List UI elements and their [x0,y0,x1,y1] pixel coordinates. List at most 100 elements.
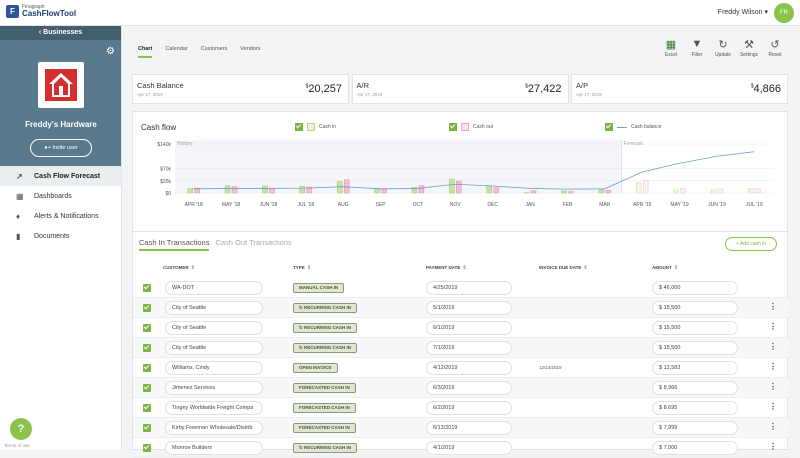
sidebar-item-alerts[interactable]: ♦ Alerts & Notifications [0,206,121,226]
gear-icon[interactable]: ⚙ [106,46,115,57]
tab-customers[interactable]: Customers [201,46,228,58]
settings-label: Settings [740,52,758,58]
cash-out-swatch [461,123,469,131]
settings-button[interactable]: ⚒ Settings [736,38,762,58]
amount-field[interactable]: $ 15,500 [652,301,738,315]
amount-field[interactable]: $ 8,695 [652,401,738,415]
row-checkbox[interactable] [143,364,151,372]
help-button[interactable]: ? [10,418,32,440]
businesses-back-link[interactable]: ‹ Businesses [0,26,121,40]
column-header-amount[interactable]: AMOUNT⇕ [652,265,678,271]
more-options-icon[interactable]: ⋮ [769,382,777,391]
customer-field[interactable]: City of Seattle [165,301,263,315]
cash-in-bar [599,190,604,193]
payment-date-field[interactable]: 6/2/2019 [426,401,512,415]
tab-calendar[interactable]: Calendar [165,46,187,58]
row-checkbox[interactable] [143,304,151,312]
legend-cash-in[interactable]: Cash in [295,123,336,131]
legend-cash-balance[interactable]: Cash balance [605,123,662,131]
invoice-due-date: 12/14/2019 [539,365,562,370]
cash-out-bar [718,189,723,193]
payment-date-field[interactable]: 7/1/2019 [426,341,512,355]
customer-field[interactable]: Kirby Freeman Wholesale/Distrib [165,421,263,435]
payment-date-field[interactable]: 5/1/2019 [426,301,512,315]
more-options-icon[interactable]: ⋮ [769,422,777,431]
business-name: Freddy's Hardware [0,120,122,129]
customer-field[interactable]: Monroe Builders [165,441,263,455]
customer-field[interactable]: Jimenez Services [165,381,263,395]
payment-date-field[interactable]: 6/13/2019 [426,421,512,435]
sidebar-item-dashboards[interactable]: ▦ Dashboards [0,186,121,206]
payment-date-field[interactable]: 6/1/2019 [426,321,512,335]
app-logo[interactable]: F Finagraph CashFlowTool [6,5,76,18]
kpi-amount: 20,257 [308,83,342,95]
tab-chart[interactable]: Chart [138,46,152,58]
sort-icon: ⇕ [462,265,466,271]
customer-field[interactable]: WA-DOT [165,281,263,295]
row-checkbox[interactable] [143,324,151,332]
cash-out-bar [755,189,760,193]
customer-field[interactable]: City of Seattle [165,341,263,355]
payment-date-field[interactable]: 6/3/2019 [426,381,512,395]
row-checkbox[interactable] [143,404,151,412]
sidebar-item-cash-flow-forecast[interactable]: ↗ Cash Flow Forecast [0,166,121,186]
column-header-invoice-due-date[interactable]: INVOICE DUE DATE⇕ [539,265,588,271]
invite-user-button[interactable]: ●+ Invite user [30,139,92,157]
more-options-icon[interactable]: ⋮ [769,302,777,311]
more-options-icon[interactable]: ⋮ [769,322,777,331]
add-cash-in-button[interactable]: + Add cash in [725,237,777,251]
row-checkbox[interactable] [143,384,151,392]
row-checkbox[interactable] [143,344,151,352]
customer-field[interactable]: Williams, Cindy [165,361,263,375]
amount-field[interactable]: $ 12,583 [652,361,738,375]
amount-field[interactable]: $ 46,000 [652,281,738,295]
legend-label: Cash out [473,124,493,130]
tab-vendors[interactable]: Vendors [240,46,260,58]
customer-field[interactable]: City of Seattle [165,321,263,335]
cash-out-bar [456,181,461,193]
payment-date-field[interactable]: 4/25/2019 [426,281,512,295]
row-checkbox[interactable] [143,444,151,452]
amount-field[interactable]: $ 8,966 [652,381,738,395]
reset-button[interactable]: ↺ Reset [762,38,788,58]
payment-date-field[interactable]: 4/12/2019 [426,361,512,375]
row-checkbox[interactable] [143,424,151,432]
column-header-payment-date[interactable]: PAYMENT DATE⇕ [426,265,467,271]
x-tick-label: APR '18 [185,202,203,208]
column-header-customer[interactable]: CUSTOMER⇕ [163,265,195,271]
terms-link[interactable]: Terms of use [4,443,30,448]
tab-cash-in-transactions[interactable]: Cash In Transactions [139,238,209,251]
user-menu[interactable]: Freddy Wilson ▾ [718,8,768,16]
avatar[interactable]: FR [774,3,794,23]
excel-button[interactable]: ▦ Excel [658,38,684,58]
amount-field[interactable]: $ 7,999 [652,421,738,435]
tab-cash-out-transactions[interactable]: Cash Out Transactions [215,238,291,251]
column-header-type[interactable]: TYPE⇕ [293,265,311,271]
row-checkbox[interactable] [143,284,151,292]
amount-field[interactable]: $ 7,000 [652,441,738,455]
more-options-icon[interactable]: ⋮ [769,362,777,371]
amount-field[interactable]: $ 15,500 [652,341,738,355]
checkbox-icon [449,123,457,131]
more-options-icon[interactable]: ⋮ [769,402,777,411]
legend-cash-out[interactable]: Cash out [449,123,493,131]
filter-button[interactable]: ▼ Filter [684,38,710,58]
invite-user-label: Invite user [52,145,77,151]
customer-field[interactable]: Tingey Worldwide Freight Compa [165,401,263,415]
amount-field[interactable]: $ 15,500 [652,321,738,335]
cash-out-bar [606,190,611,193]
x-tick-label: FEB [563,202,573,208]
more-options-icon[interactable]: ⋮ [769,342,777,351]
update-button[interactable]: ↻ Update [710,38,736,58]
payment-date-field[interactable]: 4/1/2019 [426,441,512,455]
sidebar-item-documents[interactable]: ▮ Documents [0,226,121,246]
